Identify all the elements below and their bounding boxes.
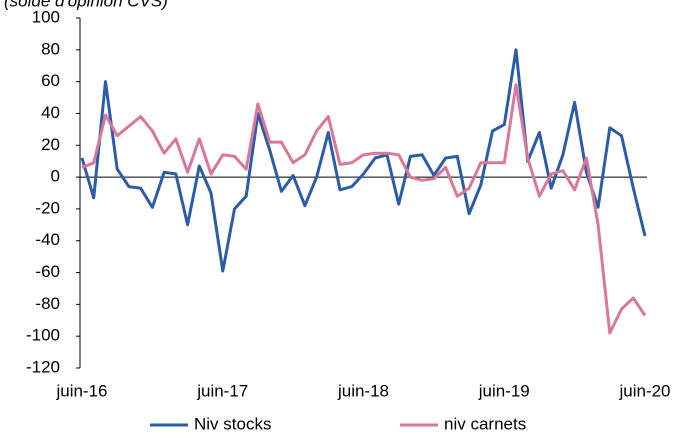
- y-tick-label: 40: [41, 103, 60, 122]
- y-tick-label: 100: [32, 7, 60, 26]
- y-tick-label: 80: [41, 39, 60, 58]
- y-tick-label: -40: [35, 230, 60, 249]
- y-tick-label: -80: [35, 294, 60, 313]
- legend-label: Niv stocks: [194, 414, 271, 433]
- y-tick-label: 0: [51, 167, 60, 186]
- y-tick-label: -20: [35, 198, 60, 217]
- y-tick-label: -120: [26, 357, 60, 376]
- legend-label: niv carnets: [444, 414, 526, 433]
- series-line: [81, 83, 647, 335]
- y-tick-label: -100: [26, 326, 60, 345]
- x-tick-label: juin-20: [618, 381, 670, 400]
- x-tick-label: juin-17: [196, 381, 248, 400]
- y-tick-label: -60: [35, 262, 60, 281]
- series-line: [80, 48, 647, 273]
- chart-subtitle: (solde d'opinion CVS): [4, 0, 168, 10]
- y-tick-label: 20: [41, 135, 60, 154]
- x-tick-label: juin-16: [55, 381, 107, 400]
- x-tick-label: juin-18: [337, 381, 389, 400]
- x-tick-label: juin-19: [478, 381, 530, 400]
- y-tick-label: 60: [41, 71, 60, 90]
